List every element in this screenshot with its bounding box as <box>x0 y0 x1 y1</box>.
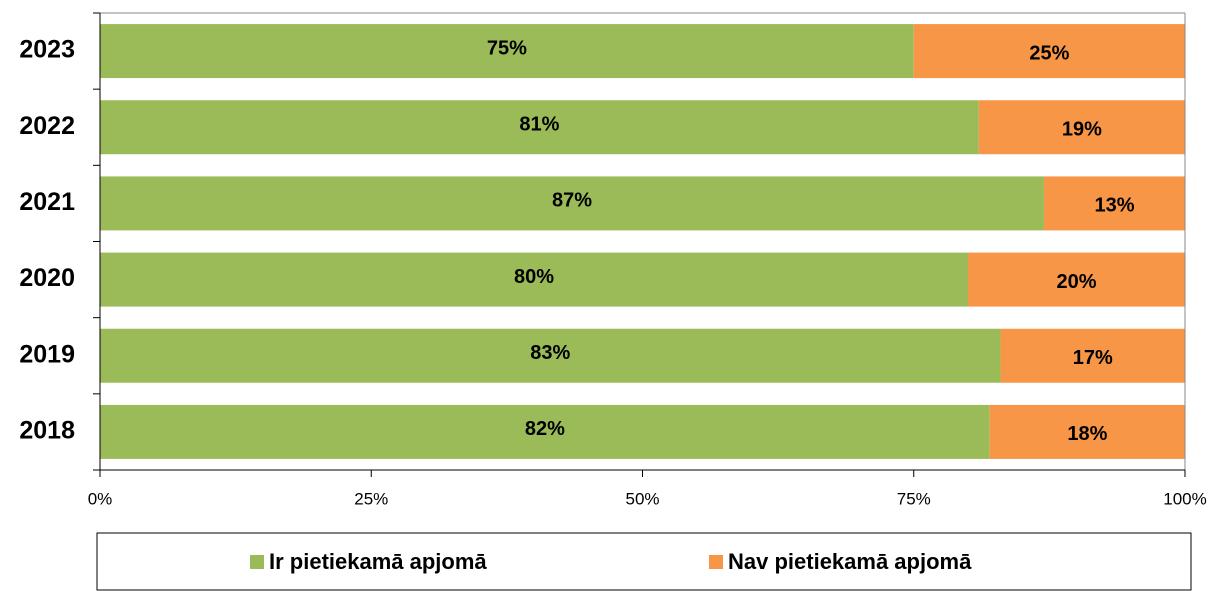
bar-segment <box>978 100 1185 155</box>
bar-segment <box>100 252 968 307</box>
y-tick-label: 2020 <box>19 264 75 292</box>
bar-segment <box>100 404 990 459</box>
bar-segment <box>100 100 979 155</box>
data-label: 13% <box>1094 195 1134 217</box>
y-tick-label: 2021 <box>19 188 75 216</box>
data-label: 82% <box>525 418 565 440</box>
y-tick-label: 2023 <box>19 36 75 64</box>
bar-segment <box>100 24 914 79</box>
data-label: 81% <box>519 114 559 136</box>
y-tick-label: 2019 <box>19 340 75 368</box>
x-tick-label: 75% <box>897 489 931 508</box>
data-label: 80% <box>514 266 554 288</box>
bar-segment <box>1043 176 1185 231</box>
bar-segment <box>913 24 1185 79</box>
legend-swatch <box>709 555 723 569</box>
y-tick-label: 2018 <box>19 417 75 445</box>
data-label: 87% <box>552 190 592 212</box>
x-tick-label: 100% <box>1163 489 1206 508</box>
data-label: 19% <box>1062 119 1102 141</box>
x-tick-label: 0% <box>88 489 113 508</box>
bar-segment <box>989 404 1185 459</box>
bar-segment <box>968 252 1185 307</box>
legend-swatch <box>250 555 264 569</box>
data-label: 20% <box>1056 271 1096 293</box>
x-tick-label: 50% <box>625 489 659 508</box>
bar-segment <box>100 176 1044 231</box>
data-label: 25% <box>1029 42 1069 64</box>
data-label: 17% <box>1073 347 1113 369</box>
bar-segment <box>100 328 1001 383</box>
data-label: 83% <box>530 342 570 364</box>
legend-label: Nav pietiekamā apjomā <box>728 549 972 574</box>
legend-label: Ir pietiekamā apjomā <box>269 549 487 574</box>
bar-segment <box>1000 328 1185 383</box>
data-label: 18% <box>1067 423 1107 445</box>
y-tick-label: 2022 <box>19 112 75 140</box>
legend-box <box>96 532 1192 591</box>
data-label: 75% <box>487 37 527 59</box>
x-tick-label: 25% <box>354 489 388 508</box>
